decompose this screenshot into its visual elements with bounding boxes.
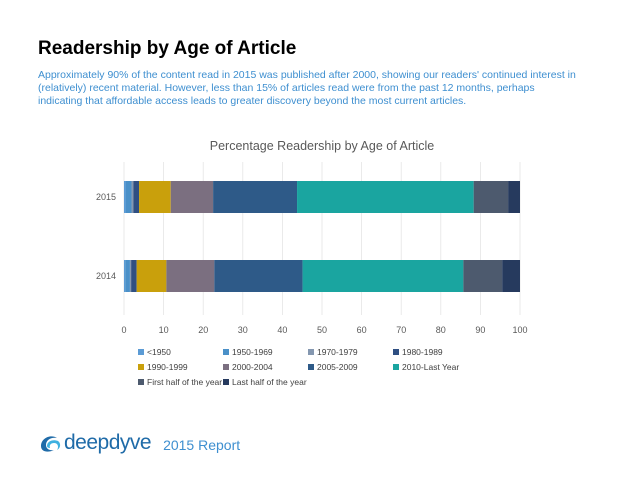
bar-segment	[124, 181, 126, 213]
legend-swatch	[308, 364, 314, 370]
legend-label: <1950	[147, 347, 171, 357]
bar-segment	[125, 181, 132, 213]
legend-label: 1950-1969	[232, 347, 273, 357]
legend-swatch	[223, 364, 229, 370]
legend-swatch	[393, 349, 399, 355]
bar-segment	[170, 181, 214, 213]
x-tick-label: 30	[238, 325, 248, 335]
bar-segment	[125, 260, 130, 292]
page-subtitle: Approximately 90% of the content read in…	[38, 69, 576, 107]
x-tick-label: 0	[121, 325, 126, 335]
bar-segment	[508, 181, 520, 213]
legend-label: 2010-Last Year	[402, 362, 459, 372]
legend-label: First half of the year	[147, 377, 222, 387]
bar-segment	[124, 260, 126, 292]
legend-label: 2000-2004	[232, 362, 273, 372]
x-tick-label: 70	[396, 325, 406, 335]
x-tick-label: 90	[475, 325, 485, 335]
legend-swatch	[308, 349, 314, 355]
bar-segment	[302, 260, 464, 292]
chart-title: Percentage Readership by Age of Article	[210, 139, 434, 153]
chart-y-labels: 2015 2014	[96, 192, 116, 281]
deepdyve-logo-text: deepdyve	[64, 431, 152, 454]
report-label: 2015 Report	[163, 436, 241, 453]
legend-swatch	[393, 364, 399, 370]
y-tick-label: 2014	[96, 271, 116, 281]
legend-label: 2005-2009	[317, 362, 358, 372]
legend-swatch	[223, 349, 229, 355]
y-tick-label: 2015	[96, 192, 116, 202]
x-tick-label: 100	[512, 325, 527, 335]
bar-segment	[139, 181, 171, 213]
legend-swatch	[223, 379, 229, 385]
bar-segment	[473, 181, 509, 213]
chart-bars	[124, 181, 520, 292]
bar-segment	[297, 181, 474, 213]
readership-chart: Percentage Readership by Age of Article …	[96, 139, 528, 387]
x-tick-label: 50	[317, 325, 327, 335]
x-tick-label: 20	[198, 325, 208, 335]
bar-segment	[502, 260, 520, 292]
legend-label: 1980-1989	[402, 347, 443, 357]
bar-segment	[214, 260, 303, 292]
bar-segment	[129, 260, 132, 292]
legend-swatch	[138, 379, 144, 385]
x-tick-label: 80	[436, 325, 446, 335]
legend-swatch	[138, 349, 144, 355]
bar-segment	[213, 181, 298, 213]
deepdyve-logo: deepdyve	[38, 431, 152, 455]
chart-legend: <1950 1950-1969 1970-1979 1980-1989 1990-199…	[138, 347, 459, 387]
legend-label: Last half of the year	[232, 377, 307, 387]
page-title: Readership by Age of Article	[38, 38, 297, 59]
bar-segment	[131, 181, 134, 213]
deepdyve-logo-icon	[41, 436, 61, 452]
bar-segment	[166, 260, 215, 292]
bar-segment	[131, 260, 137, 292]
legend-swatch	[138, 364, 144, 370]
chart-x-labels: 0 10 20 30 40 50 60 70 80 90 100	[121, 325, 527, 335]
footer: deepdyve 2015 Report	[38, 430, 240, 456]
legend-label: 1990-1999	[147, 362, 188, 372]
legend-label: 1970-1979	[317, 347, 358, 357]
x-tick-label: 60	[357, 325, 367, 335]
bar-segment	[136, 260, 167, 292]
bar-segment	[463, 260, 503, 292]
x-tick-label: 40	[277, 325, 287, 335]
x-tick-label: 10	[159, 325, 169, 335]
bar-segment	[133, 181, 140, 213]
